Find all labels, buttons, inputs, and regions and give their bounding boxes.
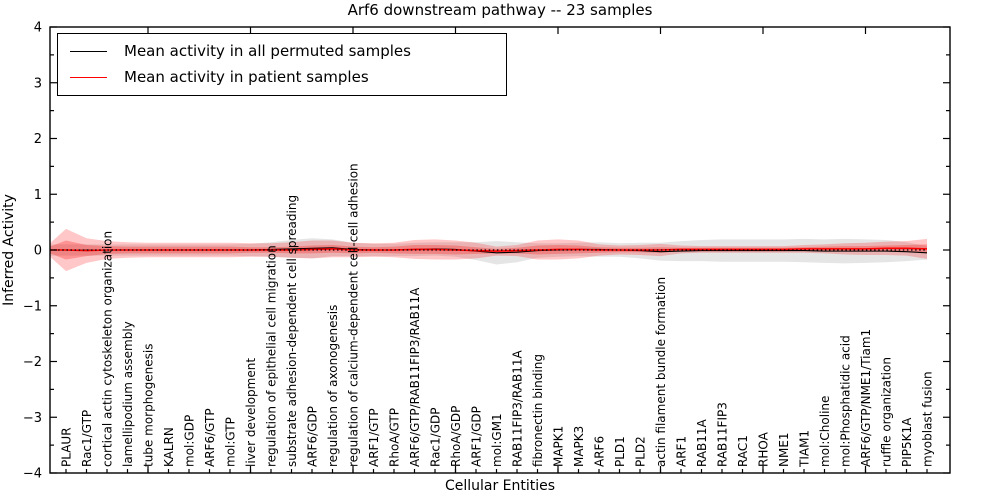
x-tick-label: ARF6/GTP — [203, 408, 217, 467]
x-tick-label: mol:GM1 — [490, 413, 504, 467]
x-tick-label: KALRN — [162, 427, 176, 467]
x-tick-label: TIAM1 — [798, 430, 812, 468]
patient-std-band-inner — [50, 240, 927, 260]
x-tick-label: tube morphogenesis — [142, 344, 156, 467]
x-tick-label: RhoA/GDP — [449, 406, 463, 467]
x-tick-label: PIP5K1A — [900, 417, 914, 467]
x-tick-label: RHOA — [757, 431, 771, 467]
legend-label-permuted: Mean activity in all permuted samples — [124, 42, 411, 60]
x-tick-label: ARF6 — [593, 436, 607, 467]
x-tick-label: ARF1/GTP — [367, 408, 381, 467]
x-tick-label: RAB11FIP3 — [716, 402, 730, 467]
x-tick-label: RAB11FIP3/RAB11A — [511, 350, 525, 467]
x-tick-label: ARF6/GTP/NME1/Tiam1 — [859, 329, 873, 467]
x-tick-label: RhoA/GTP — [388, 408, 402, 467]
legend-item-permuted: Mean activity in all permuted samples — [70, 42, 496, 60]
x-tick-label: ARF1 — [675, 436, 689, 467]
x-tick-label: Rac1/GTP — [80, 410, 94, 467]
x-axis-label: Cellular Entities — [444, 478, 556, 494]
x-tick-label: Rac1/GDP — [429, 408, 443, 467]
y-tick-labels: 4 3 2 1 0 −1 −2 −3 −4 — [23, 21, 42, 482]
y-tick-label: 4 — [34, 21, 42, 36]
x-tick-label: mol:GDP — [183, 415, 197, 467]
y-tick-label: −3 — [23, 411, 42, 426]
y-tick-label: −2 — [23, 355, 42, 370]
x-tick-label: regulation of epithelial cell migration — [265, 245, 279, 467]
x-tick-label: ARF6/GTP/RAB11FIP3/RAB11A — [408, 287, 422, 467]
x-tick-label: liver development — [244, 358, 258, 467]
x-tick-label: ARF6/GDP — [306, 406, 320, 467]
x-tick-label: MAPK3 — [572, 426, 586, 467]
x-tick-label: actin filament bundle formation — [654, 277, 668, 467]
x-tick-label: regulation of axonogenesis — [326, 305, 340, 467]
y-axis-label: Inferred Activity — [1, 194, 17, 306]
legend: Mean activity in all permuted samples Me… — [57, 33, 507, 96]
x-tick-label: MAPK1 — [552, 426, 566, 467]
chart-title: Arf6 downstream pathway -- 23 samples — [347, 1, 653, 19]
axis-ticks — [50, 26, 950, 474]
legend-label-patient: Mean activity in patient samples — [124, 68, 369, 86]
x-tick-label: PLD2 — [634, 436, 648, 467]
x-tick-labels: PLAUR Rac1/GTP cortical actin cytoskeleton… — [60, 163, 935, 468]
black-line-swatch-icon — [70, 50, 107, 52]
x-tick-label: fibronectin binding — [531, 354, 545, 467]
x-tick-label: ruffle organization — [880, 357, 894, 467]
x-tick-label: substrate adhesion-dependent cell spread… — [285, 195, 299, 467]
x-tick-label: mol:GTP — [224, 417, 238, 467]
x-tick-label: RAB11A — [695, 418, 709, 467]
y-tick-label: 0 — [34, 244, 42, 259]
y-tick-label: −4 — [23, 467, 42, 482]
y-tick-label: 1 — [34, 188, 42, 203]
x-tick-label: cortical actin cytoskeleton organization — [101, 231, 115, 467]
x-tick-label: myoblast fusion — [921, 371, 935, 467]
x-tick-label: regulation of calcium-dependent cell-cel… — [347, 163, 361, 467]
y-tick-label: 3 — [34, 76, 42, 91]
x-tick-label: PLD1 — [613, 436, 627, 467]
x-tick-label: RAC1 — [736, 435, 750, 467]
patient-std-band-outer — [50, 228, 927, 272]
y-tick-label: 2 — [34, 132, 42, 147]
x-tick-label: NME1 — [777, 432, 791, 467]
y-tick-label: −1 — [23, 299, 42, 314]
red-line-swatch-icon — [70, 76, 107, 78]
x-tick-label: mol:Phosphatidic acid — [839, 335, 853, 467]
x-tick-label: lamellipodium assembly — [121, 321, 135, 467]
x-tick-label: PLAUR — [60, 427, 74, 467]
x-tick-label: ARF1/GDP — [470, 406, 484, 467]
legend-item-patient: Mean activity in patient samples — [70, 68, 496, 86]
x-tick-label: mol:Choline — [818, 396, 832, 467]
